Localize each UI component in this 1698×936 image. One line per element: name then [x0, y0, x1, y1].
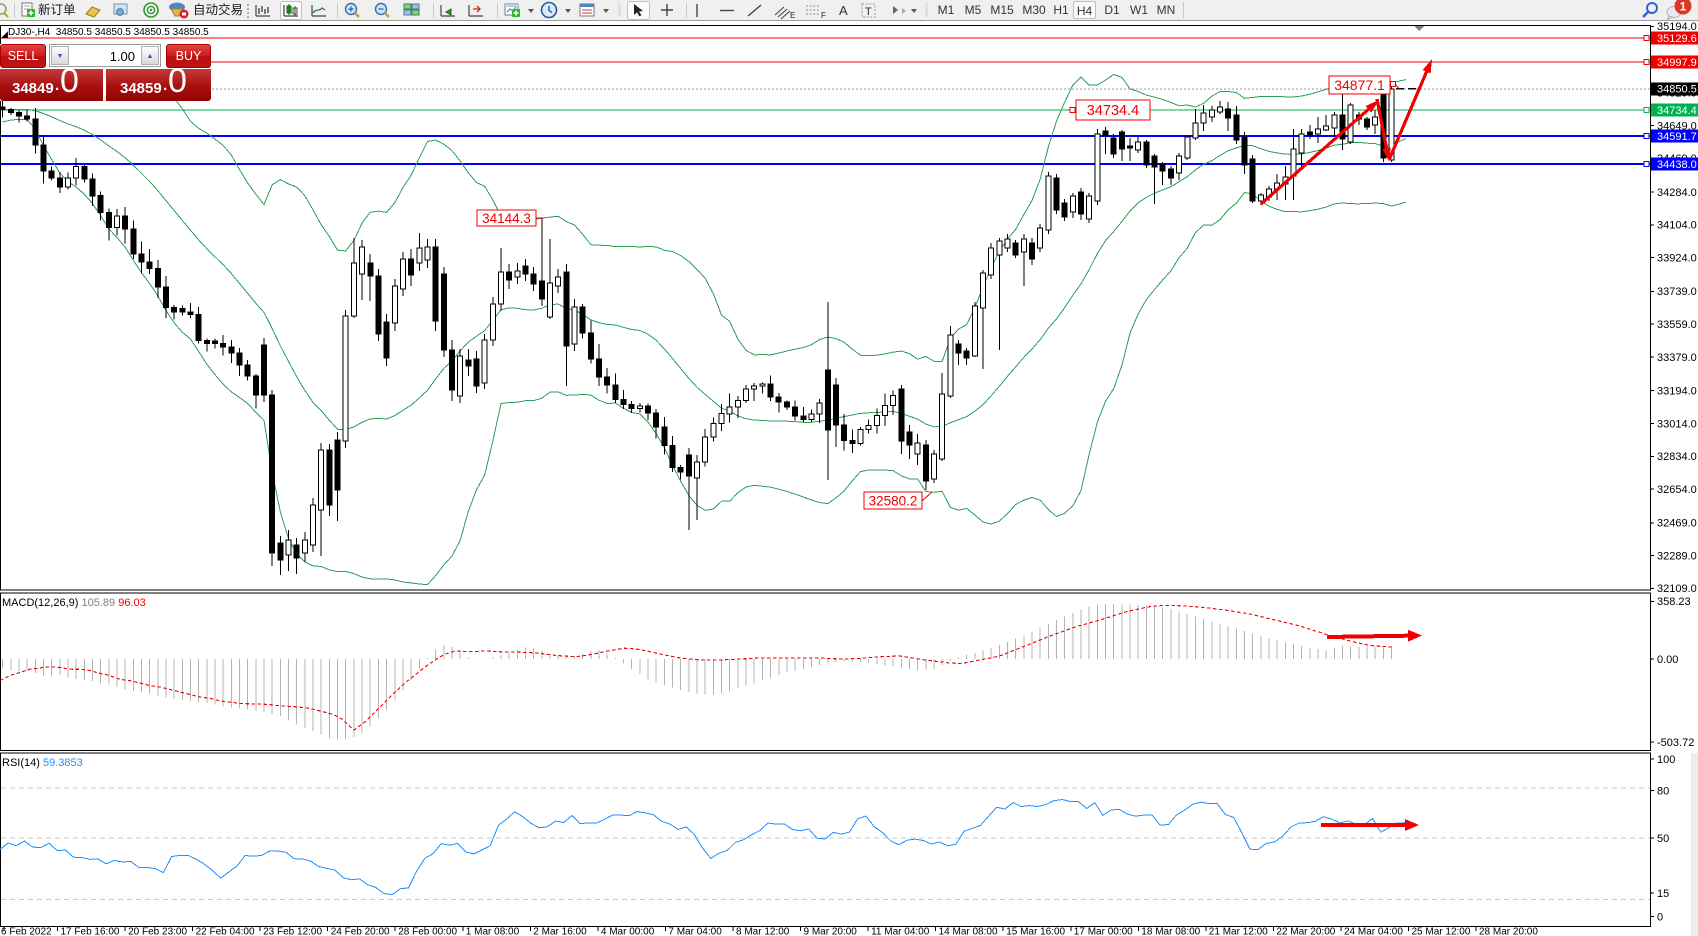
svg-text:32654.0: 32654.0 [1657, 484, 1697, 496]
svg-text:34591.7: 34591.7 [1657, 131, 1697, 143]
svg-text:33559.0: 33559.0 [1657, 319, 1697, 331]
svg-text:23 Feb 12:00: 23 Feb 12:00 [263, 927, 322, 936]
svg-text:15: 15 [1657, 888, 1669, 900]
svg-text:358.23: 358.23 [1657, 596, 1691, 608]
svg-text:0: 0 [1657, 911, 1663, 923]
svg-text:34734.4: 34734.4 [1657, 105, 1697, 117]
svg-text:1: 1 [1680, 0, 1687, 14]
svg-text:17 Feb 16:00: 17 Feb 16:00 [61, 927, 120, 936]
svg-text:T: T [865, 6, 872, 18]
svg-text:34144.3: 34144.3 [482, 211, 531, 226]
svg-text:-503.72: -503.72 [1657, 737, 1694, 749]
svg-text:35129.6: 35129.6 [1657, 33, 1697, 45]
svg-text:24 Mar 04:00: 24 Mar 04:00 [1344, 927, 1403, 936]
svg-text:6 Feb 2022: 6 Feb 2022 [1, 927, 52, 936]
svg-text:33739.0: 33739.0 [1657, 286, 1697, 298]
svg-text:F: F [821, 11, 826, 20]
svg-text:2 Mar 16:00: 2 Mar 16:00 [533, 927, 587, 936]
svg-text:自动交易: 自动交易 [193, 2, 243, 17]
svg-text:14 Mar 08:00: 14 Mar 08:00 [939, 927, 998, 936]
svg-text:28 Feb 00:00: 28 Feb 00:00 [398, 927, 457, 936]
svg-text:E: E [790, 11, 795, 20]
svg-text:34877.1: 34877.1 [1334, 77, 1385, 93]
svg-text:50: 50 [1657, 833, 1669, 845]
svg-text:9 Mar 20:00: 9 Mar 20:00 [804, 927, 858, 936]
svg-text:20 Feb 23:00: 20 Feb 23:00 [128, 927, 187, 936]
svg-text:32469.0: 32469.0 [1657, 518, 1697, 530]
svg-text:RSI(14) 59.3853: RSI(14) 59.3853 [2, 757, 83, 769]
svg-text:34649.0: 34649.0 [1657, 120, 1697, 132]
svg-text:新订单: 新订单 [38, 2, 76, 17]
svg-text:32834.0: 32834.0 [1657, 451, 1697, 463]
svg-text:28 Mar 20:00: 28 Mar 20:00 [1479, 927, 1538, 936]
svg-text:17 Mar 00:00: 17 Mar 00:00 [1074, 927, 1133, 936]
svg-text:18 Mar 08:00: 18 Mar 08:00 [1141, 927, 1200, 936]
svg-text:11 Mar 04:00: 11 Mar 04:00 [871, 927, 930, 936]
svg-text:33924.0: 33924.0 [1657, 253, 1697, 265]
svg-text:1 Mar 08:00: 1 Mar 08:00 [466, 927, 520, 936]
svg-text:15 Mar 16:00: 15 Mar 16:00 [1006, 927, 1065, 936]
svg-text:33379.0: 33379.0 [1657, 352, 1697, 364]
svg-text:34104.0: 34104.0 [1657, 220, 1697, 232]
svg-text:80: 80 [1657, 785, 1669, 797]
svg-text:34997.9: 34997.9 [1657, 57, 1697, 69]
svg-text:0.00: 0.00 [1657, 654, 1678, 666]
svg-text:34438.0: 34438.0 [1657, 159, 1697, 171]
svg-text:33014.0: 33014.0 [1657, 418, 1697, 430]
svg-text:8 Mar 12:00: 8 Mar 12:00 [736, 927, 790, 936]
svg-text:35194.0: 35194.0 [1657, 21, 1697, 33]
svg-text:25 Mar 12:00: 25 Mar 12:00 [1412, 927, 1471, 936]
svg-text:22 Mar 20:00: 22 Mar 20:00 [1276, 927, 1335, 936]
svg-text:24 Feb 20:00: 24 Feb 20:00 [331, 927, 390, 936]
svg-text:32109.0: 32109.0 [1657, 583, 1697, 595]
svg-text:33194.0: 33194.0 [1657, 386, 1697, 398]
svg-text:32289.0: 32289.0 [1657, 550, 1697, 562]
svg-text:32580.2: 32580.2 [869, 493, 918, 508]
svg-text:A: A [839, 3, 848, 18]
svg-text:22 Feb 04:00: 22 Feb 04:00 [196, 927, 255, 936]
svg-text:4 Mar 00:00: 4 Mar 00:00 [601, 927, 655, 936]
svg-text:MACD(12,26,9) 105.89 96.03: MACD(12,26,9) 105.89 96.03 [2, 597, 146, 609]
svg-text:7 Mar 04:00: 7 Mar 04:00 [668, 927, 722, 936]
svg-text:34850.5: 34850.5 [1657, 84, 1697, 96]
svg-text:21 Mar 12:00: 21 Mar 12:00 [1209, 927, 1268, 936]
svg-text:100: 100 [1657, 754, 1675, 766]
svg-text:34734.4: 34734.4 [1087, 103, 1139, 119]
svg-text:34284.0: 34284.0 [1657, 187, 1697, 199]
